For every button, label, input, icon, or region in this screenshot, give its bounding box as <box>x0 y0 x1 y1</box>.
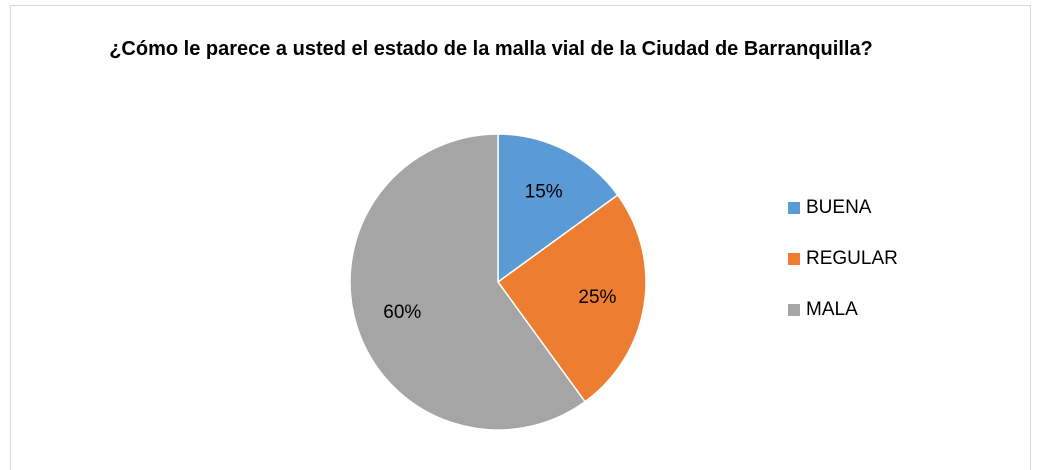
chart-frame <box>10 5 1031 470</box>
data-label: 25% <box>578 287 616 308</box>
pie-slice <box>497 133 619 284</box>
legend-swatch <box>788 253 800 265</box>
legend-swatch <box>788 304 800 316</box>
pie-slice <box>496 193 647 403</box>
pie-slice <box>349 133 587 431</box>
legend-label: MALA <box>806 299 858 320</box>
legend-label: BUENA <box>806 197 872 218</box>
legend-label: REGULAR <box>806 248 898 269</box>
data-label: 60% <box>383 302 421 323</box>
data-label: 15% <box>525 181 563 202</box>
legend-swatch <box>788 202 800 214</box>
chart-title: ¿Cómo le parece a usted el estado de la … <box>109 38 873 60</box>
